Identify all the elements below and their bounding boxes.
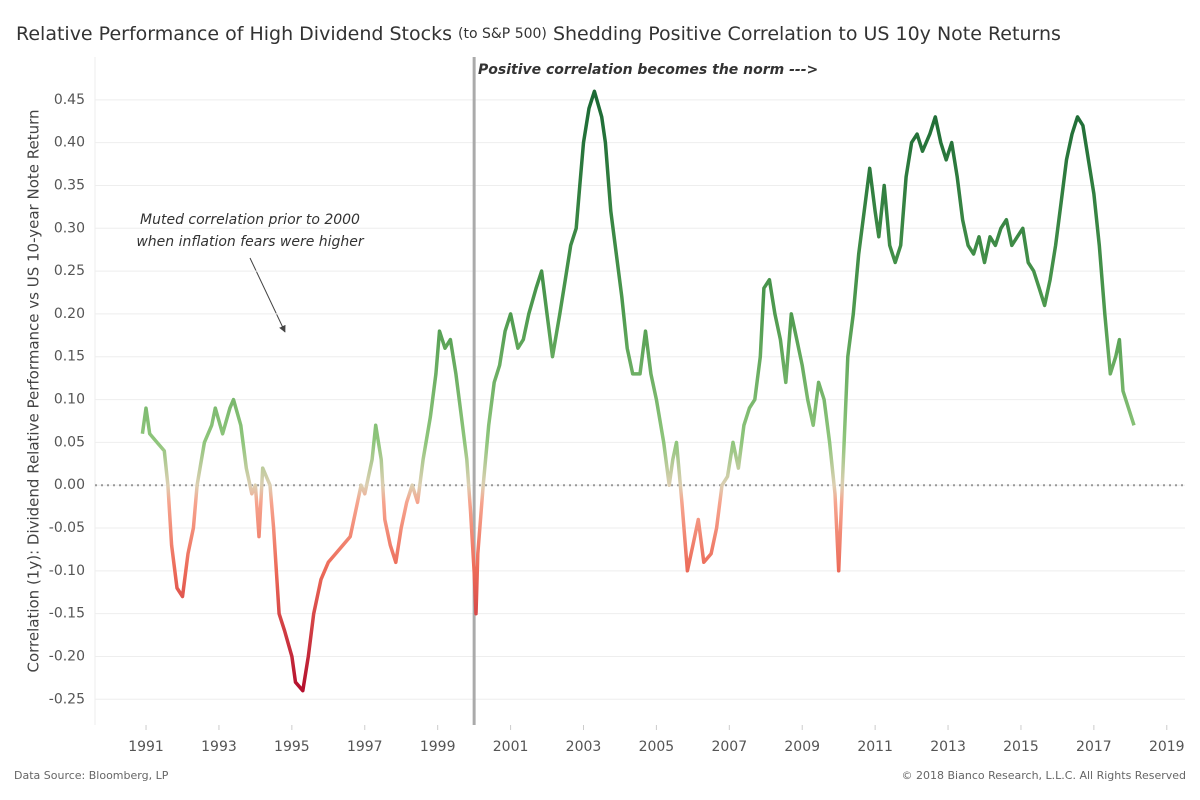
y-tick-label: 0.10 xyxy=(54,392,85,408)
y-tick-label: 0.15 xyxy=(54,349,85,365)
y-tick-label: 0.20 xyxy=(54,306,85,322)
y-axis-label: Correlation (1y): Dividend Relative Perf… xyxy=(25,109,43,672)
x-tick-label: 2011 xyxy=(857,739,893,755)
annotation-arrow xyxy=(249,257,286,333)
x-tick-label: 2017 xyxy=(1076,739,1112,755)
y-tick-label: -0.15 xyxy=(49,606,85,622)
y-tick-label: 0.25 xyxy=(54,263,85,279)
annotation: Positive correlation becomes the norm --… xyxy=(478,62,818,78)
copyright: © 2018 Bianco Research, L.L.C. All Right… xyxy=(902,769,1186,782)
x-tick-label: 1997 xyxy=(347,739,383,755)
y-tick-label: 0.30 xyxy=(54,220,85,236)
annotation: Muted correlation prior to 2000 xyxy=(140,212,360,228)
y-tick-label: -0.05 xyxy=(49,520,85,536)
y-tick-label: 0.05 xyxy=(54,434,85,450)
x-tick-label: 1999 xyxy=(420,739,456,755)
y-tick-label: 0.45 xyxy=(54,92,85,108)
x-tick-label: 2001 xyxy=(493,739,529,755)
x-tick-label: 2013 xyxy=(930,739,966,755)
x-tick-label: 2015 xyxy=(1003,739,1039,755)
x-tick-label: 2005 xyxy=(639,739,675,755)
y-tick-label: -0.10 xyxy=(49,563,85,579)
y-tick-label: 0.35 xyxy=(54,177,85,193)
y-tick-label: 0.40 xyxy=(54,135,85,151)
data-line xyxy=(140,89,1136,693)
y-tick-label: -0.20 xyxy=(49,648,85,664)
x-tick-label: 2007 xyxy=(711,739,747,755)
x-tick-label: 1993 xyxy=(201,739,237,755)
x-tick-label: 2019 xyxy=(1149,739,1185,755)
y-tick-label: 0.00 xyxy=(54,477,85,493)
y-tick-label: -0.25 xyxy=(49,691,85,707)
chart-title: Relative Performance of High Dividend St… xyxy=(16,23,1061,45)
annotation: when inflation fears were higher xyxy=(136,234,365,250)
x-tick-label: 2003 xyxy=(566,739,602,755)
source: Data Source: Bloomberg, LP xyxy=(14,769,169,782)
x-tick-label: 1991 xyxy=(128,739,164,755)
x-tick-label: 2009 xyxy=(784,739,820,755)
x-tick-label: 1995 xyxy=(274,739,310,755)
